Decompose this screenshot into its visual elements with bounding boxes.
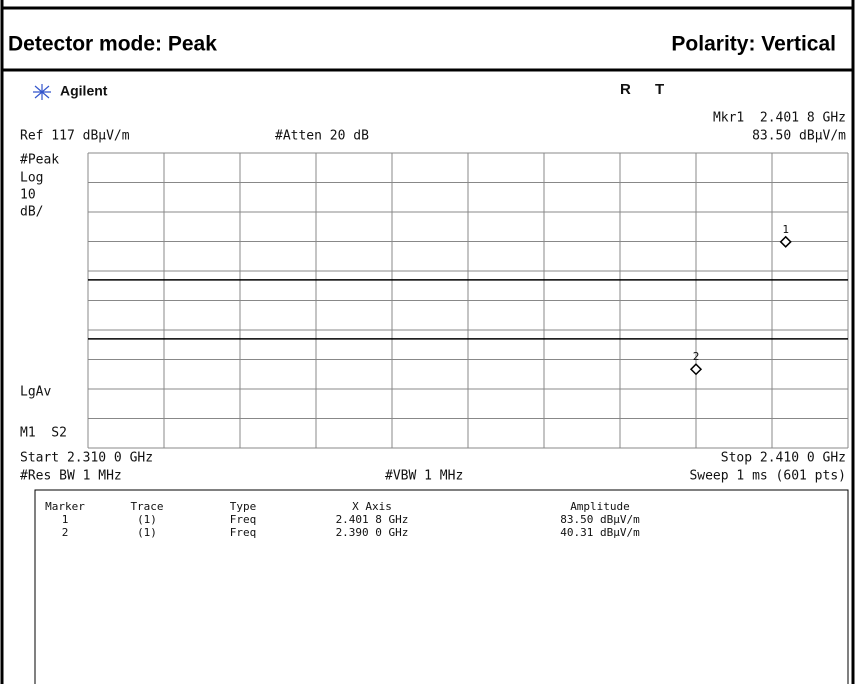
scale-label: dB/ [20,205,43,220]
scale-label: M1 S2 [20,426,67,441]
marker-diamond [779,235,792,248]
table-cell: 1 [62,513,69,526]
ref-level: Ref 117 dBμV/m [20,129,130,144]
status-r: R [620,81,631,98]
table-header: Type [230,500,257,513]
brand: Agilent [60,83,108,99]
table-header: Amplitude [570,500,630,513]
detector-mode: Detector mode: Peak [8,33,217,56]
polarity: Polarity: Vertical [671,33,836,56]
table-cell: Freq [230,526,257,539]
status-t: T [655,81,664,98]
table-cell: 40.31 dBμV/m [560,526,640,539]
sweep: Sweep 1 ms (601 pts) [689,469,846,484]
vbw: #VBW 1 MHz [385,469,463,484]
table-header: X Axis [352,500,392,513]
table-cell: (1) [137,513,157,526]
agilent-logo [33,84,51,100]
rbw: #Res BW 1 MHz [20,469,122,484]
start-freq: Start 2.310 0 GHz [20,451,153,466]
scale-label: Log [20,171,43,186]
marker-label: 1 [782,223,789,236]
table-header: Marker [45,500,85,513]
table-cell: 2.401 8 GHz [336,513,409,526]
marker-table-box [34,489,849,684]
marker-diamond [689,363,703,376]
scale-label: LgAv [20,385,51,400]
attenuation: #Atten 20 dB [275,129,369,144]
table-cell: 2 [62,526,69,539]
scale-label: #Peak [20,153,59,168]
scale-label: 10 [20,188,36,203]
table-cell: 83.50 dBμV/m [560,513,640,526]
marker-readout-amp: 83.50 dBμV/m [752,129,846,144]
table-cell: (1) [137,526,157,539]
table-cell: Freq [230,513,257,526]
marker-readout-freq: Mkr1 2.401 8 GHz [713,111,846,126]
marker-label: 2 [693,350,700,363]
stop-freq: Stop 2.410 0 GHz [721,451,846,466]
table-cell: 2.390 0 GHz [336,526,409,539]
table-header: Trace [130,500,163,513]
